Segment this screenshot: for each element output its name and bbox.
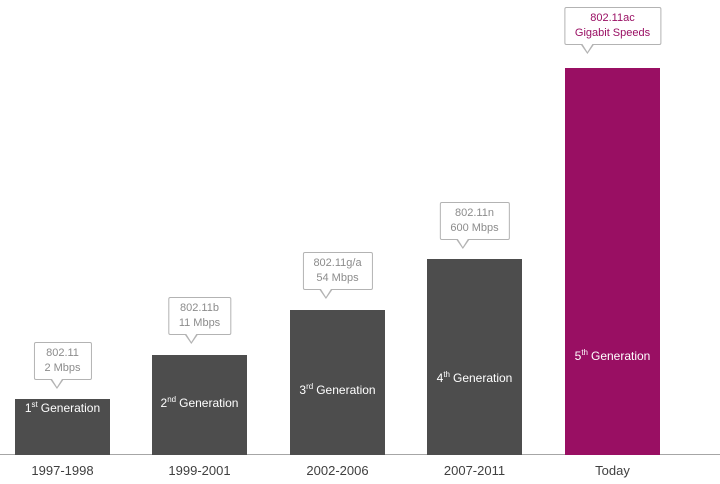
category-label: 1997-1998 [31,463,94,478]
callout-standard-label: 802.11b [180,302,219,314]
bar-column: 802.11n 600 Mbps 4th Generation 2007-2011 [427,0,522,484]
callout-standard-label: 802.11g/a [313,257,362,269]
generation-word: Generation [316,383,376,397]
callout: 802.11 2 Mbps [33,342,92,389]
callout: 802.11b 11 Mbps [167,297,232,344]
callout-speed-label: Gigabit Speeds [574,27,651,39]
generation-number: 5 [574,349,582,363]
generation-word: Generation [179,396,239,410]
callout-standard-label: 802.11ac [590,12,635,24]
generation-word: Generation [40,401,101,415]
category-label: 1999-2001 [168,463,231,478]
generation-word: Generation [590,349,651,363]
callout: 802.11ac Gigabit Speeds [563,7,662,54]
callout-speed-label: 600 Mbps [450,222,499,234]
callout-speed-label: 2 Mbps [44,362,81,374]
generation-number: 1 [24,401,32,415]
bar [15,399,110,455]
generation-word: Generation [452,371,513,385]
bar [290,310,385,455]
bar-generation-label: 2nd Generation [152,395,247,410]
callout-standard-label: 802.11n [455,207,494,219]
bar-generation-label: 5th Generation [565,348,660,363]
category-label: 2002-2006 [306,463,369,478]
generation-number: 4 [436,371,444,385]
generation-ordinal: th [581,348,588,357]
generation-number: 2 [160,396,168,410]
generation-ordinal: rd [306,382,314,391]
bar-column: 802.11ac Gigabit Speeds 5th Generation To… [563,0,662,484]
category-label: Today [595,463,630,478]
bar-generation-label: 4th Generation [427,370,522,385]
generation-ordinal: th [443,370,450,379]
bar [565,68,660,455]
bar [427,259,522,455]
bar-column: 802.11b 11 Mbps 2nd Generation 1999-2001 [152,0,247,484]
category-label: 2007-2011 [443,463,506,478]
callout-standard-label: 802.11 [46,347,79,359]
callout-speed-label: 54 Mbps [316,272,359,284]
callout: 802.11n 600 Mbps [439,202,510,249]
callout-speed-label: 11 Mbps [178,317,221,329]
bar-generation-label: 3rd Generation [290,382,385,397]
bar [152,355,247,455]
bar-generation-label: 1st Generation [15,400,110,415]
generation-ordinal: st [31,400,38,409]
bar-column: 802.11 2 Mbps 1st Generation 1997-1998 [15,0,110,484]
generation-number: 3 [299,383,307,397]
generation-ordinal: nd [167,395,177,404]
bar-column: 802.11g/a 54 Mbps 3rd Generation 2002-200… [290,0,385,484]
callout: 802.11g/a 54 Mbps [302,252,373,299]
